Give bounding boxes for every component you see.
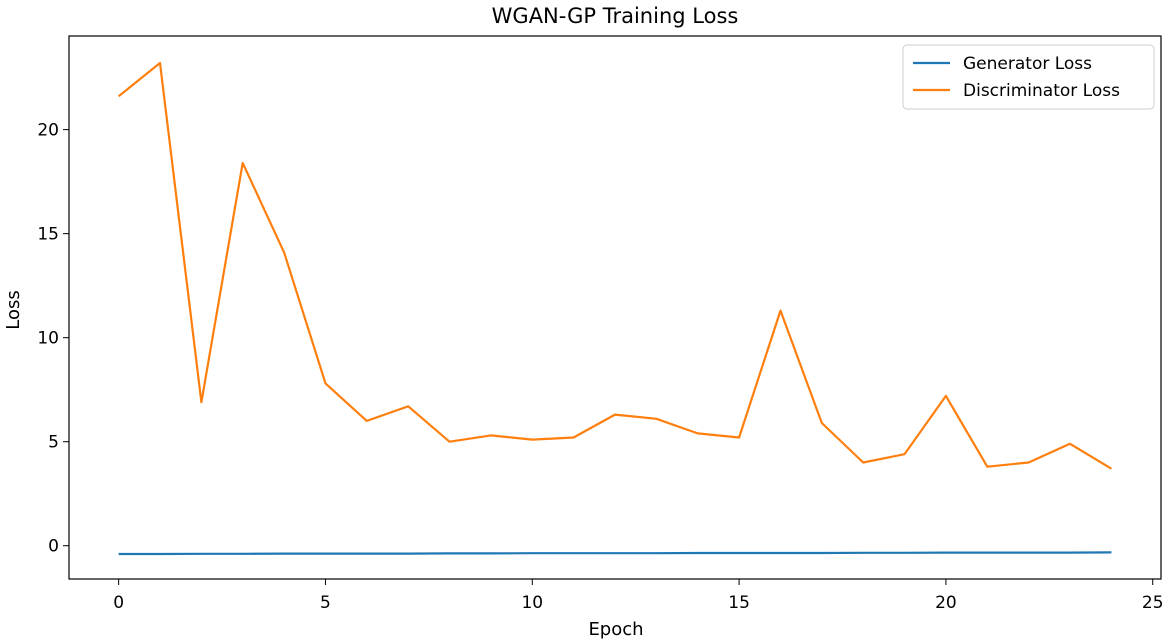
plot-series-group [117, 61, 1112, 556]
series-line-generator-loss [118, 551, 1112, 556]
legend-label-generator-loss: Generator Loss [963, 54, 1092, 74]
y-tick-label: 20 [37, 121, 59, 141]
y-tick-label: 15 [37, 225, 59, 245]
x-axis-label: Epoch [588, 619, 643, 640]
chart-title: WGAN-GP Training Loss [492, 4, 739, 28]
x-axis-ticks: 0 5 10 15 20 25 [113, 579, 1164, 613]
legend-label-discriminator-loss: Discriminator Loss [963, 81, 1120, 101]
legend-box [902, 44, 1155, 110]
y-tick-label: 5 [48, 433, 59, 453]
x-tick-label: 5 [320, 593, 331, 613]
x-tick-label: 15 [728, 593, 750, 613]
y-tick-label: 0 [48, 537, 59, 557]
y-axis-label: Loss [3, 290, 24, 329]
x-tick-label: 25 [1142, 593, 1164, 613]
legend: Generator Loss Discriminator Loss [902, 44, 1155, 110]
y-tick-label: 10 [37, 329, 59, 349]
series-line-discriminator-loss [117, 61, 1112, 470]
x-tick-label: 0 [113, 593, 124, 613]
y-axis-ticks: 0 5 10 15 20 [37, 121, 69, 557]
x-tick-label: 10 [521, 593, 543, 613]
x-tick-label: 20 [935, 593, 957, 613]
plot-area-frame [68, 35, 1162, 580]
